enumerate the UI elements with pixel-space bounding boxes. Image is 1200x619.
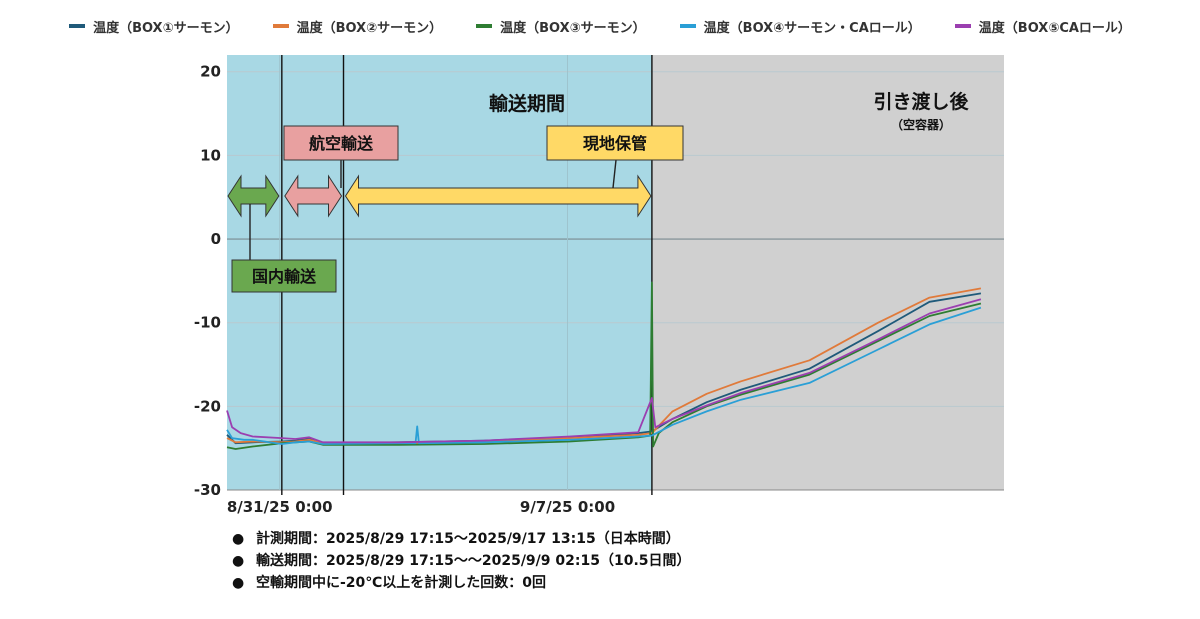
- note-text: 輸送期間：2025/8/29 17:15～～2025/9/9 02:15（10.…: [256, 553, 691, 569]
- legend-item: 温度（BOX①サーモン）: [69, 17, 239, 36]
- legend-label: 温度（BOX①サーモン）: [93, 20, 239, 36]
- legend-label: 温度（BOX③サーモン）: [500, 20, 646, 36]
- bullet-icon: ●: [232, 531, 245, 547]
- domestic-box: [231, 259, 337, 293]
- domestic-label: 国内輸送: [252, 267, 317, 286]
- series-line: [226, 298, 982, 444]
- y-axis-ticks: 20 10 0 -10 -20 -30: [194, 63, 221, 499]
- handover-period-background: [651, 55, 1004, 490]
- measurement-notes: ● 計測期間：2025/8/29 17:15～2025/9/17 13:15（日本…: [232, 528, 691, 594]
- local-arrow: [344, 174, 652, 218]
- local-box: [546, 125, 684, 161]
- legend-label: 温度（BOX⑤CAロール）: [978, 20, 1131, 36]
- legend-swatch: [476, 24, 493, 28]
- temperature-series-lines: [226, 281, 982, 450]
- note-exceed-count: ● 空輸期間中に-20℃以上を計測した回数：0回: [232, 572, 691, 594]
- y-tick-label: 10: [200, 146, 221, 164]
- legend-swatch: [954, 24, 971, 28]
- y-tick-label: 20: [200, 63, 221, 81]
- bullet-icon: ●: [232, 575, 245, 591]
- air-label: 航空輸送: [309, 134, 374, 153]
- y-tick-label: -10: [194, 314, 221, 332]
- legend-label: 温度（BOX④サーモン・CAロール）: [703, 20, 921, 36]
- bullet-icon: ●: [232, 553, 245, 569]
- note-text: 空輸期間中に-20℃以上を計測した回数：0回: [256, 575, 546, 591]
- legend-item: 温度（BOX②サーモン）: [272, 17, 443, 36]
- local-leader-line: [612, 159, 617, 189]
- legend-swatch: [272, 24, 289, 28]
- note-transport-period: ● 輸送期間：2025/8/29 17:15～～2025/9/9 02:15（10…: [232, 550, 691, 572]
- note-text: 計測期間：2025/8/29 17:15～2025/9/17 13:15（日本時…: [256, 531, 680, 547]
- handover-period-title: 引き渡し後: [873, 90, 969, 113]
- note-measurement-period: ● 計測期間：2025/8/29 17:15～2025/9/17 13:15（日本…: [232, 528, 691, 550]
- y-tick-label: 0: [211, 230, 221, 248]
- y-tick-label: -20: [194, 397, 221, 415]
- x-tick-label: 9/7/25 0:00: [520, 498, 615, 516]
- legend-item: 温度（BOX⑤CAロール）: [954, 17, 1131, 36]
- air-arrow: [284, 174, 343, 218]
- handover-period-subtitle: （空容器）: [891, 117, 951, 132]
- x-axis-ticks: 8/31/25 0:00 9/7/25 0:00: [227, 498, 615, 516]
- series-line: [226, 306, 982, 445]
- x-tick-label: 8/31/25 0:00: [227, 498, 333, 516]
- chart-legend: 温度（BOX①サーモン） 温度（BOX②サーモン） 温度（BOX③サーモン） 温度（B…: [0, 14, 1200, 38]
- legend-label: 温度（BOX②サーモン）: [296, 20, 443, 36]
- domestic-arrow: [227, 174, 280, 218]
- legend-swatch: [679, 24, 696, 28]
- transport-period-title: 輸送期間: [489, 92, 565, 115]
- local-label: 現地保管: [583, 134, 647, 153]
- y-tick-label: -30: [194, 481, 221, 499]
- legend-swatch: [69, 24, 86, 28]
- air-box: [283, 125, 399, 161]
- legend-item: 温度（BOX③サーモン）: [476, 17, 646, 36]
- legend-item: 温度（BOX④サーモン・CAロール）: [679, 17, 921, 36]
